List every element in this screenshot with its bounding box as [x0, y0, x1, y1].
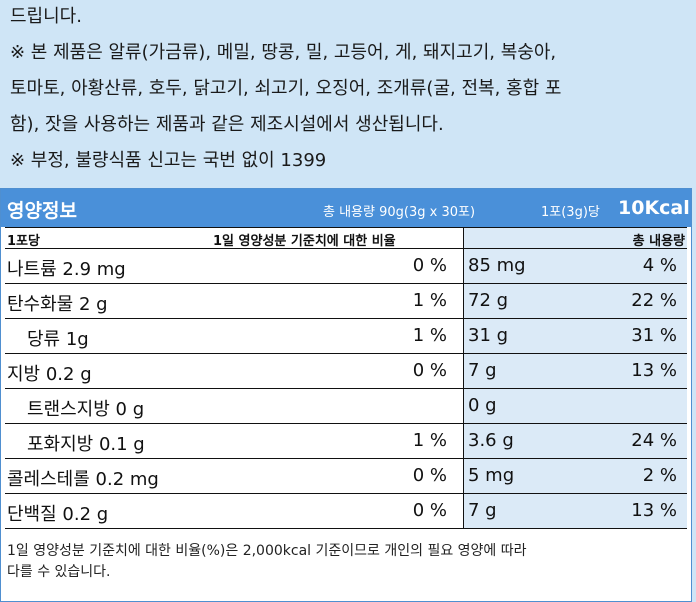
total-amount: 0 g — [468, 395, 497, 416]
row-left: 트랜스지방 0 g — [5, 389, 464, 423]
total-amount: 7 g — [468, 500, 497, 521]
notice-line: 토마토, 아황산류, 호두, 닭고기, 쇠고기, 오징어, 조개류(굴, 전복,… — [10, 78, 562, 99]
nutrient-name: 포화지방 0.1 g — [27, 434, 145, 455]
total-pct: 24 % — [631, 430, 677, 451]
row-left: 단백질 0.2 g 0 % — [5, 494, 464, 528]
nutrient-name: 트랜스지방 0 g — [27, 399, 145, 420]
notice-line: ※ 부정, 불량식품 신고는 국번 없이 1399 — [10, 150, 327, 171]
nutrient-pct: 1 % — [412, 290, 447, 311]
header-serving: 1포당 — [7, 234, 40, 249]
table-row: 단백질 0.2 g 0 % 7 g 13 % — [5, 494, 687, 529]
row-left: 지방 0.2 g 0 % — [5, 354, 464, 388]
notice-line: 함), 잣을 사용하는 제품과 같은 제조시설에서 생산됩니다. — [10, 114, 444, 135]
footnote-line: 1일 영양성분 기준치에 대한 비율(%)은 2,000kcal 기준이므로 개… — [7, 543, 527, 559]
row-left: 콜레스테롤 0.2 mg 0 % — [5, 459, 464, 493]
nutrient-name: 당류 1g — [27, 329, 89, 350]
total-pct: 2 % — [642, 465, 677, 486]
row-right: 31 g 31 % — [464, 319, 687, 353]
row-right: 85 mg 4 % — [464, 249, 687, 283]
total-amount: 72 g — [468, 290, 509, 311]
notice-line: 드립니다. — [10, 6, 82, 27]
total-pct: 31 % — [631, 325, 677, 346]
total-content: 총 내용량 90g(3g x 30포) — [323, 205, 476, 220]
table-row: 콜레스테롤 0.2 mg 0 % 5 mg 2 % — [5, 459, 687, 494]
row-right: 5 mg 2 % — [464, 459, 687, 493]
nutrient-pct: 1 % — [412, 325, 447, 346]
calories: 10Kcal — [618, 197, 690, 219]
row-right: 72 g 22 % — [464, 284, 687, 318]
row-left: 나트륨 2.9 mg 0 % — [5, 249, 464, 283]
nutrient-pct: 0 % — [412, 255, 447, 276]
row-left: 탄수화물 2 g 1 % — [5, 284, 464, 318]
row-right: 7 g 13 % — [464, 494, 687, 528]
nutrient-name: 단백질 0.2 g — [7, 504, 109, 525]
header-right: 총 내용량 — [464, 228, 687, 249]
nutrient-name: 나트륨 2.9 mg — [7, 259, 126, 280]
nutrient-name: 콜레스테롤 0.2 mg — [7, 469, 159, 490]
nutrient-pct: 0 % — [412, 500, 447, 521]
row-right: 3.6 g 24 % — [464, 424, 687, 458]
total-amount: 5 mg — [468, 465, 515, 486]
nutrient-name: 지방 0.2 g — [7, 364, 92, 385]
nutrition-header: 영양정보 총 내용량 90g(3g x 30포) 1포(3g)당 10Kcal — [1, 189, 691, 227]
table-row: 포화지방 0.1 g 1 % 3.6 g 24 % — [5, 424, 687, 459]
nutrient-pct: 1 % — [412, 430, 447, 451]
row-left: 포화지방 0.1 g 1 % — [5, 424, 464, 458]
header-daily-value: 1일 영양성분 기준치에 대한 비율 — [213, 234, 396, 249]
footnote-line: 다를 수 있습니다. — [7, 564, 111, 580]
table-row: 당류 1g 1 % 31 g 31 % — [5, 319, 687, 354]
total-pct: 13 % — [631, 360, 677, 381]
nutrient-pct: 0 % — [412, 465, 447, 486]
row-right: 0 g — [464, 389, 687, 423]
total-amount: 7 g — [468, 360, 497, 381]
per-serving: 1포(3g)당 — [541, 205, 600, 220]
nutrition-footnote: 1일 영양성분 기준치에 대한 비율(%)은 2,000kcal 기준이므로 개… — [7, 541, 677, 583]
total-pct: 13 % — [631, 500, 677, 521]
total-amount: 85 mg — [468, 255, 526, 276]
nutrient-name: 탄수화물 2 g — [7, 294, 108, 315]
total-pct: 4 % — [642, 255, 677, 276]
table-row: 지방 0.2 g 0 % 7 g 13 % — [5, 354, 687, 389]
table-header: 1포당 1일 영양성분 기준치에 대한 비율 총 내용량 — [5, 227, 687, 249]
total-pct: 22 % — [631, 290, 677, 311]
header-left: 1포당 1일 영양성분 기준치에 대한 비율 — [5, 228, 464, 249]
nutrient-pct: 0 % — [412, 360, 447, 381]
table-row: 탄수화물 2 g 1 % 72 g 22 % — [5, 284, 687, 319]
row-left: 당류 1g 1 % — [5, 319, 464, 353]
notice-line: ※ 본 제품은 알류(가금류), 메밀, 땅콩, 밀, 고등어, 게, 돼지고기… — [10, 42, 557, 63]
row-right: 7 g 13 % — [464, 354, 687, 388]
nutrition-title: 영양정보 — [7, 200, 77, 222]
header-total: 총 내용량 — [632, 234, 685, 249]
table-row: 트랜스지방 0 g 0 g — [5, 389, 687, 424]
total-amount: 31 g — [468, 325, 509, 346]
nutrition-facts-panel: 영양정보 총 내용량 90g(3g x 30포) 1포(3g)당 10Kcal … — [0, 188, 692, 602]
total-amount: 3.6 g — [468, 430, 514, 451]
table-row: 나트륨 2.9 mg 0 % 85 mg 4 % — [5, 249, 687, 284]
allergy-notice: 드립니다. ※ 본 제품은 알류(가금류), 메밀, 땅콩, 밀, 고등어, 게… — [0, 0, 696, 186]
